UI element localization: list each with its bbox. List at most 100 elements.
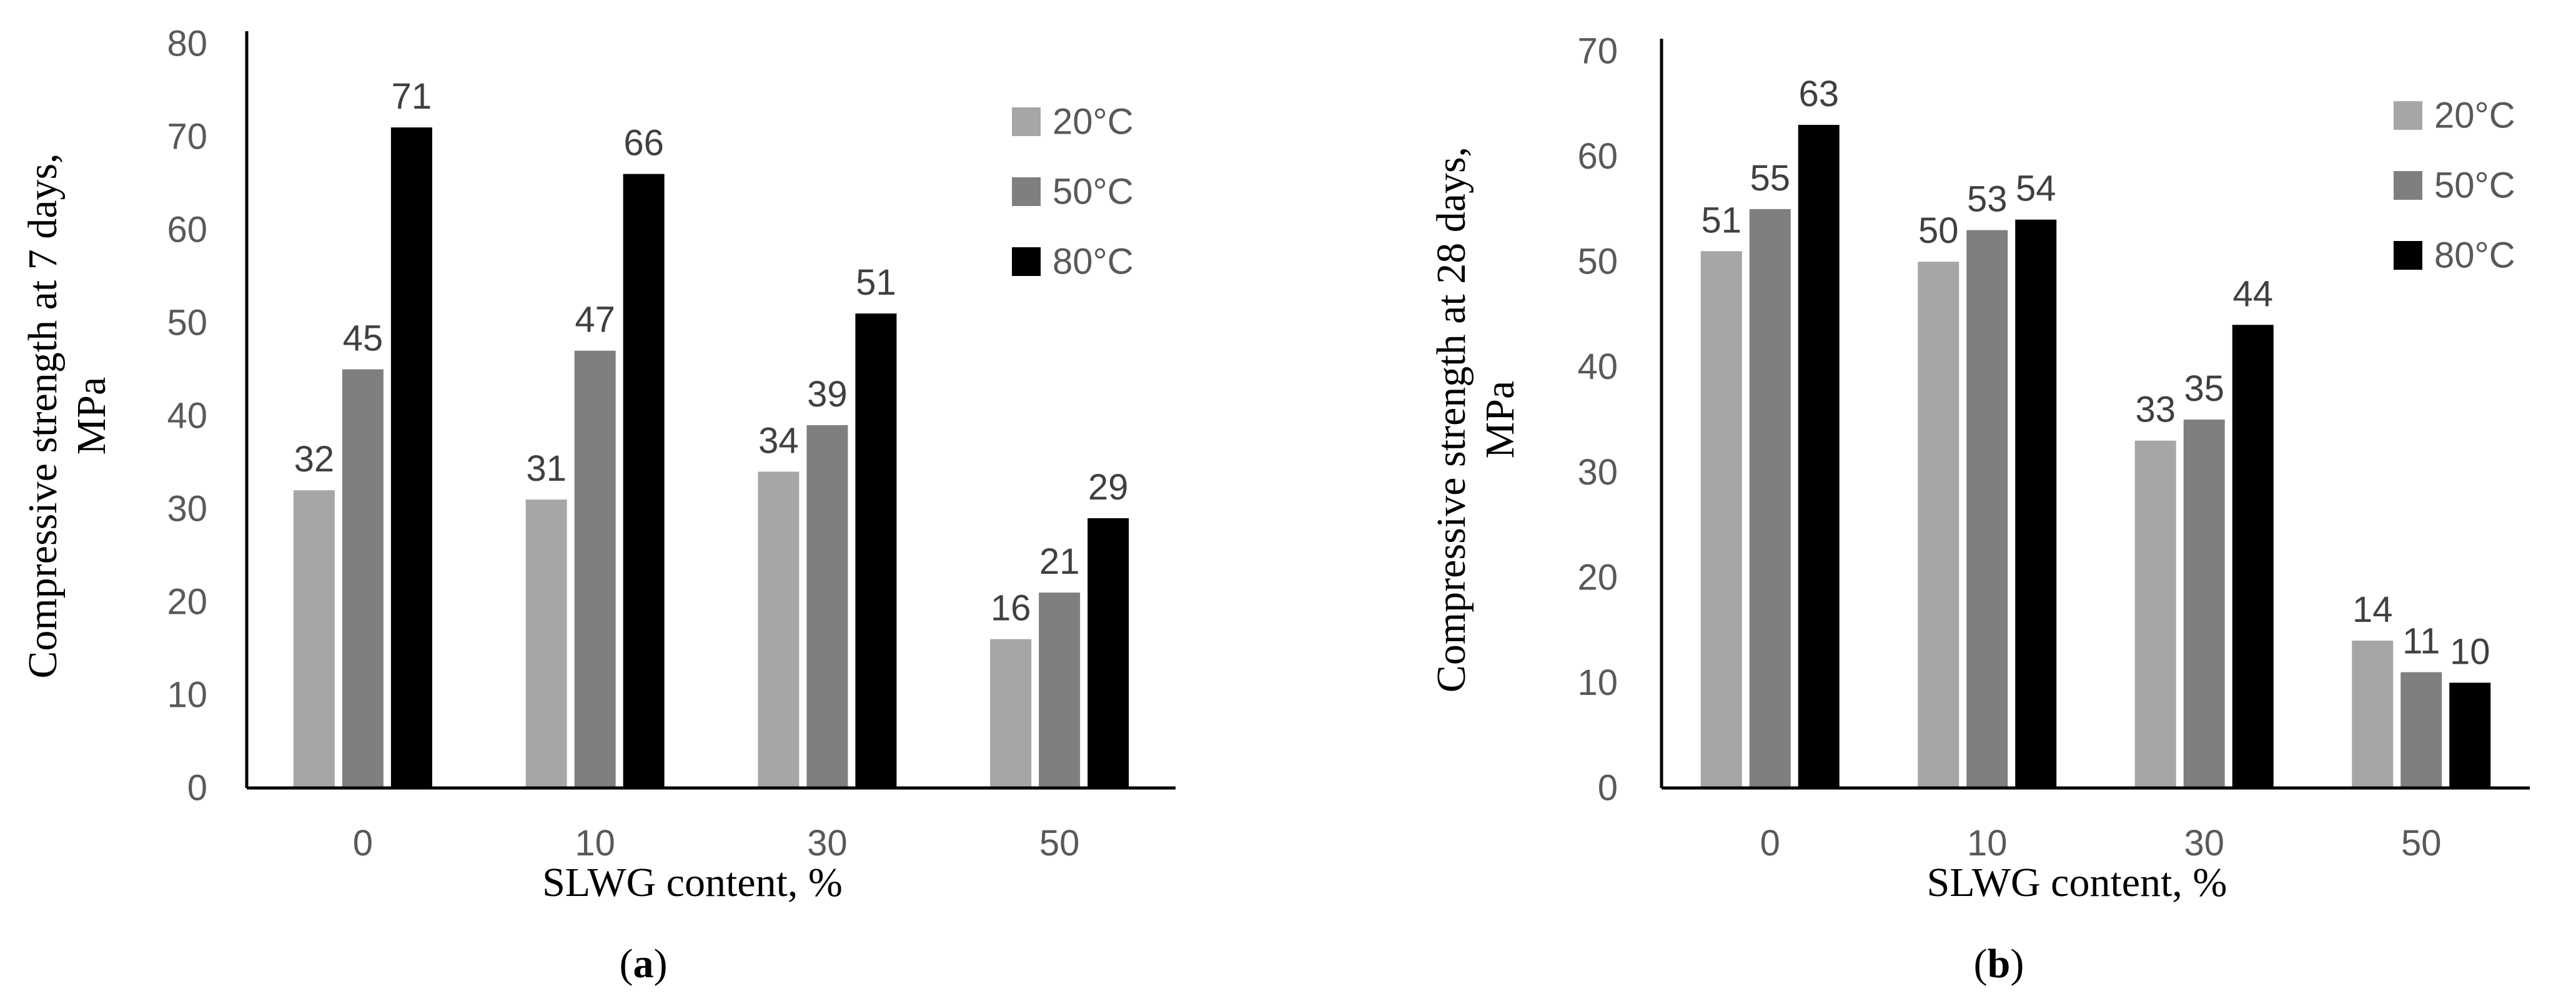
- bar-30-20°C: [2134, 440, 2176, 788]
- legend-label: 20°C: [2434, 96, 2515, 136]
- y-axis-title-line1: Compressive strength at 7 days,: [20, 153, 66, 678]
- data-label: 45: [343, 318, 384, 359]
- panel-caption-open: (: [620, 941, 633, 987]
- x-tick-label: 0: [353, 823, 373, 864]
- bar-10-80°C: [623, 174, 665, 789]
- panel-caption: (b): [1974, 941, 2024, 987]
- data-label: 63: [1798, 74, 1839, 114]
- y-tick-label: 20: [1577, 557, 1618, 598]
- bar-50-50°C: [2400, 672, 2442, 788]
- x-tick-label: 10: [1967, 823, 2008, 864]
- y-tick-label: 60: [167, 210, 207, 250]
- legend-label: 50°C: [2434, 165, 2515, 206]
- legend-label: 80°C: [2434, 235, 2515, 276]
- y-axis-title-line2: MPa: [69, 377, 114, 455]
- bar-0-80°C: [390, 127, 432, 789]
- y-tick-label: 50: [167, 303, 207, 343]
- bar-10-80°C: [2015, 219, 2057, 788]
- x-axis-title: SLWG content, %: [542, 860, 843, 905]
- y-tick-label: 70: [1577, 31, 1618, 72]
- data-label: 32: [294, 439, 335, 480]
- y-tick-label: 0: [1598, 768, 1618, 809]
- panel-caption: (a): [620, 941, 668, 987]
- bar-30-80°C: [855, 313, 897, 789]
- data-label: 35: [2184, 368, 2224, 409]
- bar-50-80°C: [2449, 682, 2491, 788]
- legend-swatch: [2394, 241, 2422, 270]
- panel-caption-open: (: [1974, 941, 1988, 987]
- data-label: 39: [807, 374, 848, 415]
- bar-0-20°C: [293, 490, 335, 788]
- y-tick-label: 40: [167, 396, 207, 436]
- legend-swatch: [2394, 171, 2422, 200]
- data-label: 31: [526, 448, 567, 489]
- y-tick-label: 0: [187, 768, 207, 809]
- y-tick-label: 60: [1577, 136, 1618, 177]
- data-label: 50: [1918, 210, 1959, 251]
- legend-label: 20°C: [1053, 102, 1134, 142]
- data-label: 29: [1088, 467, 1129, 508]
- y-tick-label: 70: [167, 117, 207, 157]
- bar-30-80°C: [2232, 325, 2274, 788]
- bar-50-20°C: [990, 639, 1032, 788]
- legend-swatch: [2394, 101, 2422, 130]
- panel-caption-letter: b: [1988, 941, 2011, 987]
- y-axis-title: Compressive strength at 28 days,MPa: [1429, 147, 1523, 692]
- legend-swatch: [1012, 247, 1041, 276]
- x-tick-label: 30: [807, 823, 848, 864]
- bar-30-20°C: [758, 471, 800, 788]
- x-axis-title: SLWG content, %: [1927, 860, 2227, 905]
- data-label: 11: [2402, 621, 2440, 662]
- data-label: 47: [575, 300, 615, 340]
- x-tick-label: 10: [575, 823, 615, 864]
- legend-swatch: [1012, 177, 1041, 206]
- panel-caption-close: ): [2010, 941, 2024, 987]
- data-label: 21: [1039, 541, 1080, 582]
- panel-caption-close: ): [654, 941, 668, 987]
- legend-label: 50°C: [1053, 172, 1134, 212]
- x-tick-label: 0: [1760, 823, 1780, 864]
- bar-10-50°C: [574, 350, 616, 788]
- y-tick-label: 80: [167, 24, 207, 64]
- bar-0-50°C: [342, 369, 384, 788]
- data-label: 33: [2135, 390, 2176, 430]
- x-tick-label: 30: [2184, 823, 2224, 864]
- data-label: 44: [2232, 273, 2273, 314]
- y-tick-label: 30: [1577, 452, 1618, 493]
- y-axis-title: Compressive strength at 7 days,MPa: [20, 153, 114, 678]
- bar-0-20°C: [1700, 251, 1742, 788]
- y-tick-label: 50: [1577, 242, 1618, 282]
- data-label: 34: [758, 420, 799, 461]
- data-label: 16: [991, 588, 1031, 629]
- legend-label: 80°C: [1053, 242, 1134, 282]
- data-label: 51: [856, 262, 896, 303]
- data-label: 54: [2016, 169, 2056, 209]
- data-label: 53: [1967, 179, 2008, 220]
- y-tick-label: 10: [167, 675, 207, 716]
- y-axis-title-line2: MPa: [1477, 381, 1523, 459]
- y-tick-label: 30: [167, 489, 207, 529]
- bar-10-20°C: [525, 500, 567, 788]
- bar-10-50°C: [1966, 230, 2008, 789]
- data-label: 14: [2352, 589, 2393, 630]
- panel-caption-letter: a: [633, 941, 654, 987]
- x-tick-label: 50: [2401, 823, 2442, 864]
- legend-swatch: [1012, 107, 1041, 136]
- bar-30-50°C: [2183, 420, 2225, 788]
- y-tick-label: 10: [1577, 662, 1618, 703]
- data-label: 55: [1750, 158, 1790, 199]
- data-label: 71: [392, 76, 432, 117]
- bar-50-80°C: [1087, 518, 1129, 788]
- bar-30-50°C: [806, 425, 848, 788]
- data-label: 51: [1701, 200, 1741, 240]
- y-tick-label: 20: [167, 582, 207, 623]
- bar-0-80°C: [1798, 125, 1840, 788]
- data-label: 10: [2450, 631, 2490, 672]
- bar-0-50°C: [1749, 209, 1791, 788]
- bar-50-50°C: [1039, 593, 1081, 788]
- bar-50-20°C: [2352, 641, 2394, 788]
- x-tick-label: 50: [1039, 823, 1080, 864]
